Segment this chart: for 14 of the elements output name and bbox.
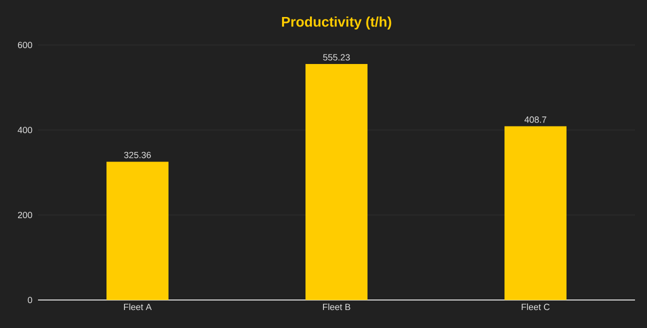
- data-label: 325.36: [124, 152, 151, 158]
- y-tick-label: 0: [28, 296, 32, 304]
- y-tick-label: 600: [18, 42, 32, 48]
- bar: [106, 162, 168, 300]
- chart-title: Productivity (t/h): [282, 16, 392, 30]
- y-tick-label: 200: [18, 212, 32, 218]
- data-label: 408.7: [524, 116, 546, 123]
- bar: [306, 64, 368, 300]
- y-tick-label: 400: [18, 126, 32, 134]
- x-tick-label: Fleet A: [124, 304, 152, 310]
- data-label: 555.23: [323, 54, 350, 61]
- bar: [504, 126, 567, 300]
- x-tick-label: Fleet B: [323, 304, 350, 310]
- x-tick-label: Fleet C: [522, 304, 550, 310]
